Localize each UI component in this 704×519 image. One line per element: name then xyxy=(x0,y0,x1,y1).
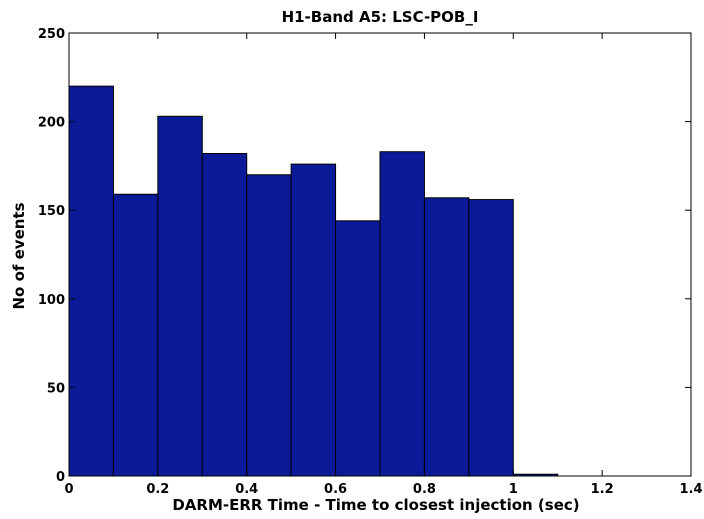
y-axis-label: No of events xyxy=(10,202,28,309)
histogram-bar-5 xyxy=(290,163,337,477)
histogram-bar-2 xyxy=(157,115,203,477)
bars-group xyxy=(68,85,559,477)
x-tick-label-1: 0.2 xyxy=(146,482,169,497)
y-tick-label-0: 0 xyxy=(56,470,65,485)
x-tick-label-6: 1.2 xyxy=(591,482,614,497)
chart-title: H1-Band A5: LSC-POB_I xyxy=(282,8,479,26)
x-tick-label-7: 1.4 xyxy=(679,482,702,497)
histogram-bar-8 xyxy=(423,197,470,477)
histogram-bar-3 xyxy=(201,152,248,477)
x-axis-label: DARM-ERR Time - Time to closest injectio… xyxy=(172,496,579,514)
histogram-bar-7 xyxy=(379,151,425,477)
x-tick-label-3: 0.6 xyxy=(324,482,347,497)
x-tick-label-2: 0.4 xyxy=(235,482,258,497)
y-tick-label-1: 50 xyxy=(47,381,65,396)
x-tick-label-0: 0 xyxy=(64,482,73,497)
axis-ticks: 0 0.2 0.4 0.6 0.8 1 1.2 1.4 0 50 100 150 200 250 xyxy=(38,27,703,497)
y-tick-label-2: 100 xyxy=(38,293,65,308)
histogram-bar-1 xyxy=(112,193,159,477)
plot-frame xyxy=(68,32,692,477)
histogram-bar-4 xyxy=(246,174,292,477)
y-tick-label-4: 200 xyxy=(38,116,65,131)
y-tick-label-3: 150 xyxy=(38,204,65,219)
x-tick-label-4: 0.8 xyxy=(413,482,436,497)
histogram-bar-6 xyxy=(335,220,381,477)
y-tick-label-5: 250 xyxy=(38,27,65,42)
histogram-bar-9 xyxy=(468,199,514,477)
x-tick-label-5: 1 xyxy=(509,482,518,497)
histogram-bar-0 xyxy=(68,85,114,477)
